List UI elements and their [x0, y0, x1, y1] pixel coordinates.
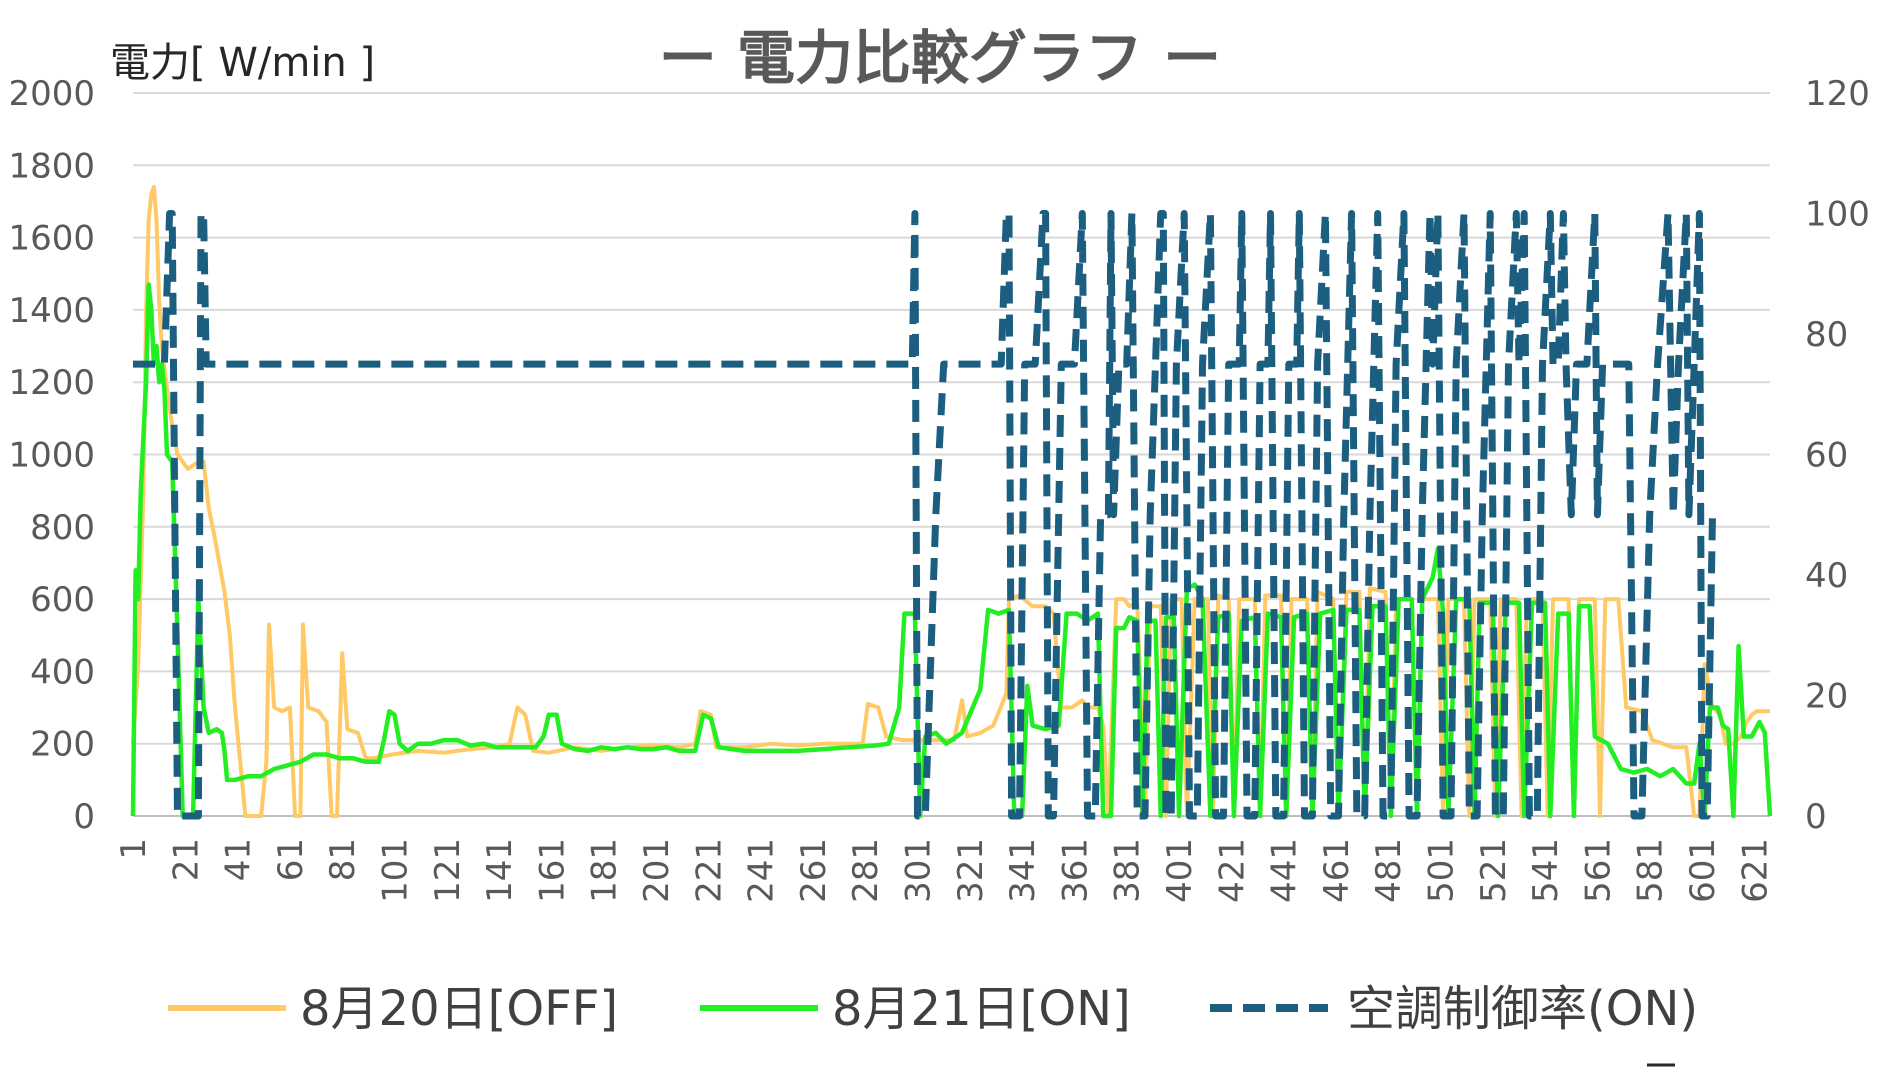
right-tick-label: 20	[1805, 677, 1848, 717]
right-tick-label: 40	[1805, 556, 1848, 596]
legend-label-2: 8月21日[ON]	[832, 981, 1131, 1037]
x-tick-label: 501	[1422, 838, 1462, 903]
x-tick-label: 341	[1003, 838, 1043, 903]
left-tick-label: 1000	[8, 436, 95, 476]
x-tick-label: 541	[1526, 838, 1566, 903]
left-tick-label: 0	[73, 797, 95, 837]
right-tick-label: 80	[1805, 315, 1848, 355]
x-tick-label: 221	[689, 838, 729, 903]
x-tick-label: 461	[1317, 838, 1357, 903]
right-tick-label: 100	[1805, 195, 1870, 235]
x-tick-label: 581	[1631, 838, 1671, 903]
x-tick-label: 361	[1055, 838, 1095, 903]
left-tick-label: 1400	[8, 291, 95, 331]
right-axis-ticks: 0 20 40 60 80 100 120	[1805, 74, 1870, 837]
x-tick-label: 401	[1160, 838, 1200, 903]
x-tick-label: 161	[532, 838, 572, 903]
x-tick-label: 321	[951, 838, 991, 903]
x-tick-label: 101	[376, 838, 416, 903]
x-tick-label: 421	[1212, 838, 1252, 903]
right-tick-label: 60	[1805, 436, 1848, 476]
left-tick-label: 2000	[8, 74, 95, 114]
x-tick-label: 441	[1265, 838, 1305, 903]
x-tick-label: 241	[742, 838, 782, 903]
series-layer	[130, 185, 1773, 820]
x-tick-label: 621	[1735, 838, 1775, 903]
x-tick-label: 281	[846, 838, 886, 903]
series-line-3	[133, 210, 1718, 820]
x-tick-label: 561	[1578, 838, 1618, 903]
x-tick-label: 381	[1108, 838, 1148, 903]
x-tick-label: 1	[114, 838, 154, 860]
x-tick-label: 201	[637, 838, 677, 903]
left-tick-label: 1200	[8, 363, 95, 403]
left-axis-unit-label: 電力[ W/min ]	[110, 40, 375, 86]
x-tick-label: 601	[1683, 838, 1723, 903]
right-tick-label: 120	[1805, 74, 1870, 114]
chart-title: ー 電力比較グラフ ー	[659, 24, 1221, 92]
x-tick-label: 61	[271, 838, 311, 881]
x-tick-label: 21	[166, 838, 206, 881]
gridlines	[133, 92, 1770, 817]
left-tick-label: 800	[30, 508, 95, 548]
right-tick-label: 0	[1805, 797, 1827, 837]
series-line-2	[130, 282, 1773, 819]
x-tick-label: 481	[1369, 838, 1409, 903]
x-tick-label: 261	[794, 838, 834, 903]
x-tick-label: 301	[899, 838, 939, 903]
x-tick-label: 181	[585, 838, 625, 903]
left-tick-label: 1800	[8, 146, 95, 186]
left-tick-label: 400	[30, 652, 95, 692]
x-tick-label: 141	[480, 838, 520, 903]
x-tick-label: 121	[428, 838, 468, 903]
legend: 8月20日[OFF] 8月21日[ON] 空調制御率(ON)	[168, 981, 1698, 1037]
left-tick-label: 1600	[8, 219, 95, 259]
x-axis-ticks: 1 21 41 61 81 101 121 141 161 181 201 221 241 261 281 3…	[114, 838, 1775, 903]
left-axis-ticks: 0 200 400 600 800 1000 1200 1400 1600 1800 2000	[8, 74, 95, 837]
left-tick-label: 200	[30, 725, 95, 765]
x-tick-label: 41	[219, 838, 259, 881]
legend-label-3: 空調制御率(ON)	[1347, 981, 1698, 1037]
x-tick-label: 521	[1474, 838, 1514, 903]
left-tick-label: 600	[30, 580, 95, 620]
legend-label-1: 8月20日[OFF]	[300, 981, 618, 1037]
x-tick-label: 81	[323, 838, 363, 881]
